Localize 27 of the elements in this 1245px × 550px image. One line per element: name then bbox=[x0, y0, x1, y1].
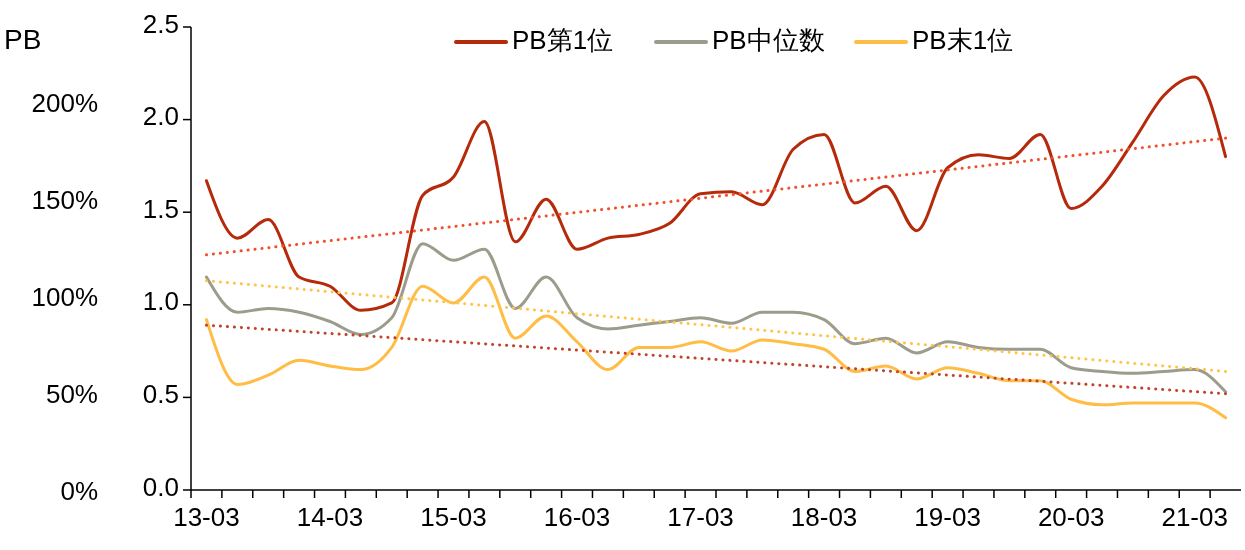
x-tick-label: 19-03 bbox=[914, 502, 981, 532]
x-tick-label: 20-03 bbox=[1037, 502, 1105, 532]
x-tick-label: 17-03 bbox=[667, 502, 734, 532]
y-tick-label: 0.5 bbox=[142, 378, 179, 409]
y2-tick-label: 50% bbox=[45, 378, 98, 409]
x-tick-label: 18-03 bbox=[790, 502, 858, 532]
y2-axis-title: PB bbox=[4, 24, 42, 56]
x-tick-label: 16-03 bbox=[543, 502, 611, 532]
y-tick-label: 2.0 bbox=[142, 101, 179, 132]
legend-label: PB中位数 bbox=[712, 24, 825, 55]
y-tick-label: 0.0 bbox=[142, 471, 179, 502]
line-series bbox=[204, 75, 1228, 312]
y2-tick-label: 100% bbox=[31, 281, 98, 312]
legend-label: PB末1位 bbox=[912, 24, 1014, 55]
y-tick-label: 1.5 bbox=[142, 193, 179, 224]
y2-tick-label: 150% bbox=[31, 184, 98, 215]
y-tick-label: 2.5 bbox=[142, 8, 179, 39]
x-tick-label: 15-03 bbox=[420, 502, 487, 532]
x-tick-label: 14-03 bbox=[296, 502, 364, 532]
legend-label: PB第1位 bbox=[512, 24, 614, 55]
line-series bbox=[204, 275, 1228, 420]
y2-tick-label: 200% bbox=[31, 87, 98, 118]
y2-tick-label: 0% bbox=[60, 475, 98, 506]
x-tick-label: 21-03 bbox=[1161, 502, 1228, 532]
x-tick-label: 13-03 bbox=[173, 502, 240, 532]
line-series bbox=[204, 242, 1228, 394]
y-tick-label: 1.0 bbox=[142, 286, 179, 317]
